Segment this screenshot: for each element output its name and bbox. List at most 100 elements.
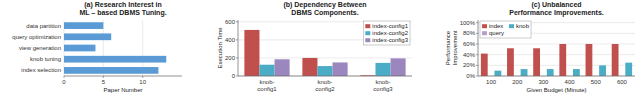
bar [625, 63, 632, 76]
legend-swatch [482, 31, 487, 35]
bar [586, 44, 593, 76]
legend-frame [363, 21, 410, 45]
text-line: knob- [317, 79, 332, 85]
text-line: 500 [591, 79, 602, 85]
grid [238, 22, 412, 76]
text-line: ML – based DBMS Tuning. [79, 9, 166, 17]
grid-line [478, 44, 635, 45]
legend-swatch [365, 31, 370, 35]
y-axis-line [478, 20, 479, 76]
bar [64, 22, 103, 29]
bar [259, 65, 274, 76]
text-line: 200 [512, 79, 523, 85]
text-line: (a) Research Interest in [84, 1, 161, 9]
category-label: query optimization [12, 34, 61, 40]
x-axis-line [478, 76, 635, 77]
legend: indexqueryknob [480, 21, 531, 38]
category-label: 500 [591, 79, 602, 85]
text-line: Paper Number [103, 87, 142, 93]
text-line: 100 [486, 79, 497, 85]
bar [275, 59, 290, 76]
bar [64, 67, 158, 74]
grid-line [478, 65, 635, 66]
y-axis-label: PerformanceImprovement [445, 30, 458, 65]
grid-line [478, 76, 635, 77]
legend-swatch [482, 24, 487, 28]
category-label: knob-config3 [373, 79, 393, 92]
category-label: knob-config1 [257, 79, 277, 92]
text-line: knob- [375, 79, 390, 85]
tick-label: 10 [139, 79, 146, 85]
text-line: view generation [19, 45, 61, 51]
tick-label: 0 [62, 79, 66, 85]
tick-label: 20% [463, 62, 476, 68]
text-line: knob- [259, 79, 274, 85]
bar [547, 69, 554, 76]
x-axis-line [64, 76, 182, 77]
x-axis-label: Paper Number [103, 87, 142, 93]
bar [64, 33, 111, 40]
legend-frame [480, 21, 531, 38]
text-line: index selection [21, 67, 61, 73]
tick-label: 200 [225, 55, 236, 61]
panel: (b) Dependency BetweenDBMS Components. 0 2… [217, 1, 412, 92]
text-line: 600 [617, 79, 628, 85]
tick-label: 40% [463, 52, 476, 58]
axes: 0%20%40%60%80%100%100200300400500600Perf… [445, 20, 635, 93]
bar [64, 56, 166, 63]
category-label: 600 [617, 79, 628, 85]
tick-label: 60% [463, 41, 476, 47]
grid-line [238, 76, 412, 77]
text-line: 300 [538, 79, 549, 85]
text-line: (c) Unbalanced [531, 1, 581, 9]
text-line: config3 [373, 86, 393, 92]
chart-root: (a) Research Interest inML – based DBMS … [0, 0, 640, 107]
bar [333, 62, 348, 76]
legend-label: index-config1 [372, 23, 408, 29]
category-label: knob-config2 [315, 79, 335, 92]
legend: index-config1index-config2index-config3 [363, 21, 410, 45]
legend-label: index-config2 [372, 30, 408, 36]
category-label: data partition [26, 23, 61, 29]
text-line: data partition [26, 23, 61, 29]
title: (c) UnbalancedPerformance Improvements. [509, 1, 604, 17]
y-axis-label: Execution Time [217, 27, 223, 69]
category-label: 100 [486, 79, 497, 85]
bar [64, 45, 95, 52]
text-line: config1 [257, 86, 277, 92]
bar [533, 48, 540, 76]
category-label: view generation [19, 45, 61, 51]
legend-label: index-config3 [372, 37, 408, 43]
bar [494, 71, 501, 76]
bar [481, 54, 488, 76]
bar [507, 48, 514, 76]
title: (b) Dependency BetweenDBMS Components. [283, 1, 366, 17]
x-axis-line [238, 76, 412, 77]
legend-swatch [365, 24, 370, 28]
legend-swatch [509, 24, 514, 28]
category-label: knob tuning [30, 56, 61, 62]
tick-label: 0 [232, 73, 236, 79]
bar [302, 58, 317, 76]
text-line: Performance Improvements. [509, 9, 604, 17]
title: (a) Research Interest inML – based DBMS … [79, 1, 166, 17]
tick-label: 5 [102, 79, 106, 85]
bars [481, 44, 632, 76]
panel: (a) Research Interest inML – based DBMS … [12, 1, 182, 93]
tick-label: 80% [463, 30, 476, 36]
text-line: Performance [445, 30, 451, 65]
bar [559, 44, 566, 76]
tick-label: 400 [225, 37, 236, 43]
axes: 0 5 10 data partition query optimization view… [12, 23, 182, 93]
bar [573, 69, 580, 76]
bar [599, 65, 606, 76]
text-line: query optimization [12, 34, 61, 40]
text-line: knob tuning [30, 56, 61, 62]
y-axis-line [238, 20, 239, 76]
text-line: Execution Time [217, 27, 223, 69]
text-line: Given Budget (Minute) [526, 87, 586, 93]
bars [64, 22, 166, 74]
tick-label: 600 [225, 19, 236, 25]
tick-label: 100% [460, 20, 476, 26]
text-line: 400 [565, 79, 576, 85]
